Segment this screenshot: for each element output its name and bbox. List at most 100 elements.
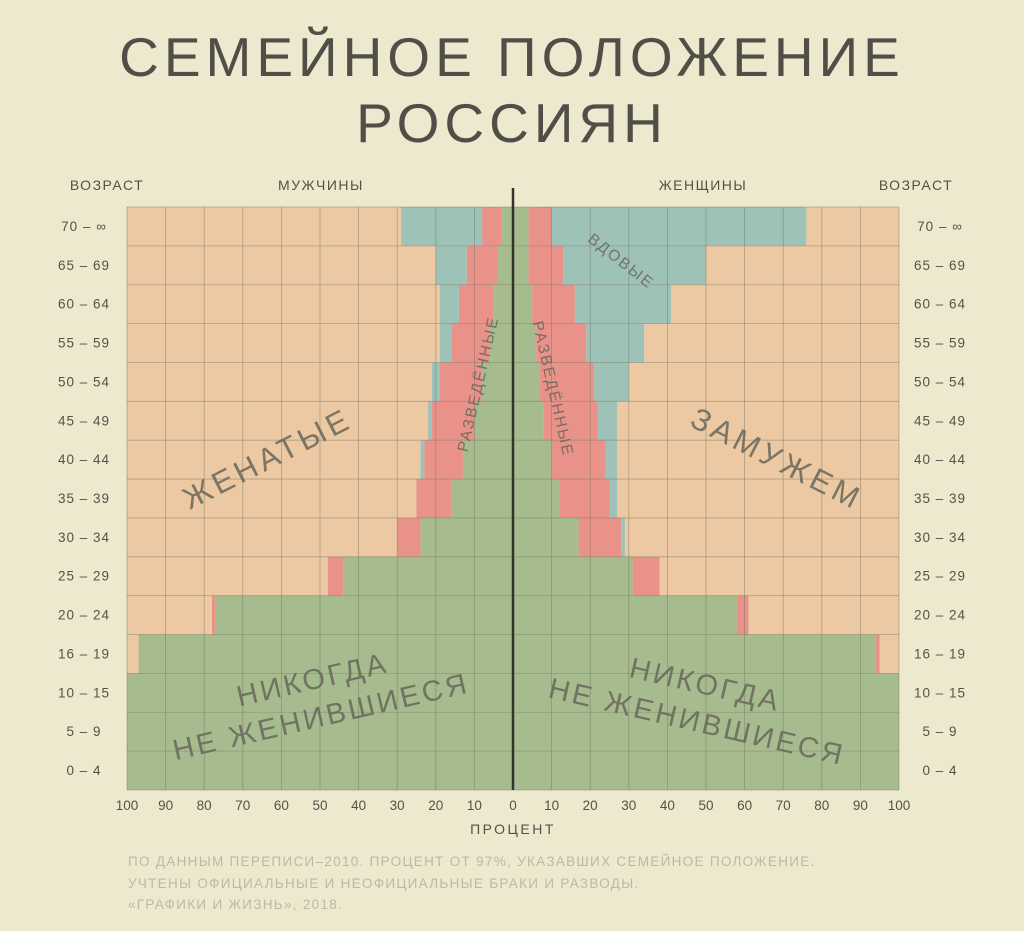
bar-women-never_married — [513, 207, 529, 246]
bar-women-widowed — [609, 479, 618, 518]
bar-men-never_married — [343, 556, 513, 596]
bar-women-married — [617, 401, 899, 441]
bar-men-never_married — [420, 517, 513, 557]
x-tick-labels: 0 10 10 20 20 30 30 40 40 50 50 60 60 70 70 80 80 90 90 100… — [116, 798, 911, 813]
bar-women-married — [671, 284, 899, 324]
age-label-left: 5 – 9 — [66, 724, 101, 739]
bar-women-divorced — [875, 634, 880, 674]
age-label-right: 70 – ∞ — [917, 219, 963, 234]
age-label-right: 10 – 15 — [914, 685, 966, 700]
bar-men-married — [127, 556, 328, 596]
bar-women-never_married — [513, 284, 533, 324]
age-label-right: 5 – 9 — [922, 724, 957, 739]
bar-women-divorced — [543, 401, 598, 441]
x-axis-title: ПРОЦЕНТ — [470, 821, 556, 837]
x-tick: 10 — [544, 798, 559, 813]
bar-men-never_married — [138, 634, 513, 674]
bar-women-divorced — [532, 284, 575, 324]
age-label-left: 55 – 59 — [58, 336, 110, 351]
bar-women-married — [624, 517, 899, 557]
age-label-right: 40 – 44 — [914, 452, 966, 467]
age-label-left: 50 – 54 — [58, 374, 110, 389]
bar-men-never_married — [497, 245, 513, 285]
x-tick: 70 — [776, 798, 791, 813]
bar-women-never_married — [513, 634, 876, 674]
x-tick: 60 — [274, 798, 289, 813]
age-group-labels: 70 – ∞ 70 – ∞ 65 – 69 65 – 69 60 – 64 60 – 64… — [58, 219, 966, 778]
age-label-right: 35 – 39 — [914, 491, 966, 506]
x-tick: 30 — [621, 798, 636, 813]
x-tick: 60 — [737, 798, 752, 813]
bar-women-divorced — [540, 362, 595, 402]
bar-men-married — [127, 479, 417, 518]
x-tick: 30 — [390, 798, 405, 813]
bar-women-never_married — [513, 401, 544, 441]
footnote-line-2: УЧТЕНЫ ОФИЦИАЛЬНЫЕ И НЕОФИЦИАЛЬНЫЕ БРАКИ… — [128, 875, 640, 891]
age-label-left: 65 – 69 — [58, 258, 110, 273]
age-label-right: 55 – 59 — [914, 336, 966, 351]
x-tick: 20 — [428, 798, 443, 813]
women-column-header: ЖЕНЩИНЫ — [658, 177, 748, 193]
age-label-left: 10 – 15 — [58, 685, 110, 700]
bar-women-widowed — [574, 284, 672, 324]
page-title-line1: СЕМЕЙНОЕ ПОЛОЖЕНИЕ — [119, 26, 905, 88]
x-tick: 80 — [814, 798, 829, 813]
bar-women-never_married — [513, 323, 537, 363]
bar-men-divorced — [439, 362, 483, 402]
bar-women-married — [659, 556, 899, 596]
bar-women-divorced — [578, 517, 622, 557]
bar-women-married — [628, 362, 899, 402]
bar-men-married — [127, 634, 139, 674]
men-column-header: МУЖЧИНЫ — [278, 177, 364, 193]
bar-women-widowed — [597, 401, 618, 441]
bar-women-divorced — [528, 245, 564, 285]
bar-men-widowed — [439, 284, 459, 324]
bar-women-widowed — [551, 207, 807, 246]
footnote: ПО ДАННЫМ ПЕРЕПИСИ–2010. ПРОЦЕНТ ОТ 97%,… — [128, 851, 816, 916]
age-label-right: 30 – 34 — [914, 530, 966, 545]
bar-women-married — [706, 245, 899, 285]
bar-men-never_married — [493, 284, 513, 324]
x-tick: 80 — [197, 798, 212, 813]
age-label-right: 16 – 19 — [914, 647, 966, 662]
bar-men-divorced — [482, 207, 502, 246]
age-axis-header-right: ВОЗРАСТ — [878, 177, 954, 193]
age-label-left: 70 – ∞ — [61, 219, 107, 234]
bar-women-married — [806, 207, 899, 246]
bar-men-widowed — [435, 245, 467, 285]
bar-men-divorced — [424, 440, 463, 480]
bar-men-never_married — [451, 479, 513, 518]
x-tick: 50 — [312, 798, 327, 813]
page-title: СЕМЕЙНОЕ ПОЛОЖЕНИЕ РОССИЯН — [0, 24, 1024, 156]
bar-men-married — [127, 207, 402, 246]
bar-men-divorced — [458, 284, 494, 324]
bar-women-never_married — [513, 595, 737, 635]
age-axis-header-left: ВОЗРАСТ — [69, 177, 145, 193]
bar-men-divorced — [431, 401, 475, 441]
x-tick: 100 — [116, 798, 139, 813]
x-tick: 0 — [509, 798, 517, 813]
bar-men-widowed — [420, 440, 425, 480]
bar-women-never_married — [513, 556, 633, 596]
x-tick: 10 — [467, 798, 482, 813]
bars-women — [513, 207, 899, 790]
bar-men-married — [127, 362, 432, 402]
bar-women-never_married — [513, 362, 541, 402]
bar-women-widowed — [605, 440, 618, 480]
bar-men-divorced — [466, 245, 498, 285]
bar-men-never_married — [474, 401, 513, 441]
bar-men-divorced — [416, 479, 452, 518]
grid-lines — [126, 206, 900, 791]
x-tick: 40 — [660, 798, 675, 813]
bar-women-widowed — [594, 362, 629, 402]
bar-women-widowed — [621, 517, 625, 557]
bar-women-divorced — [528, 207, 552, 246]
bar-women-married — [617, 440, 899, 480]
bar-women-widowed — [563, 245, 706, 285]
age-label-right: 45 – 49 — [914, 413, 966, 428]
footnote-line-1: ПО ДАННЫМ ПЕРЕПИСИ–2010. ПРОЦЕНТ ОТ 97%,… — [128, 854, 816, 869]
bar-men-married — [127, 440, 421, 480]
bar-women-widowed — [586, 323, 645, 363]
age-label-left: 60 – 64 — [58, 297, 110, 312]
